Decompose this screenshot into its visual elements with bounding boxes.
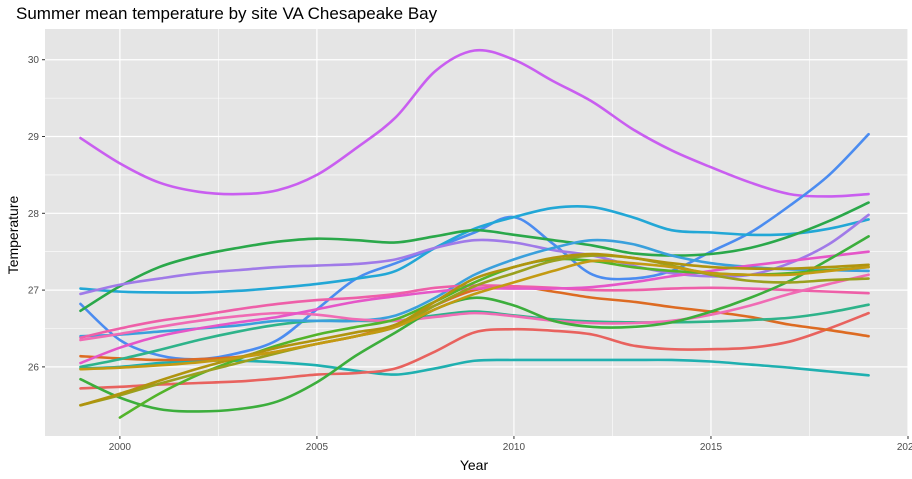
- series-line-9: [79, 303, 870, 369]
- x-tick-label: 2005: [306, 442, 329, 453]
- series-line-16: [79, 254, 870, 407]
- series-line-18: [79, 259, 870, 371]
- series-line-14: [79, 235, 870, 413]
- x-tick-label: 2015: [700, 442, 723, 453]
- y-axis-title: Temperature: [5, 195, 21, 274]
- x-tick-label: 2010: [503, 442, 526, 453]
- series-line-5: [79, 213, 870, 296]
- series-layer: [79, 48, 870, 419]
- y-tick-label: 28: [28, 209, 40, 220]
- tick-labels: 2000 2005 2010 2015 2020 26 27 28 29 30: [28, 55, 912, 453]
- series-line-4: [79, 201, 870, 313]
- y-tick-label: 29: [28, 132, 40, 143]
- y-tick-label: 26: [28, 362, 40, 373]
- x-axis-title: Year: [460, 457, 489, 473]
- x-tick-label: 2000: [109, 442, 132, 453]
- series-line-17: [79, 252, 870, 407]
- y-tick-label: 30: [28, 55, 40, 66]
- y-tick-label: 27: [28, 286, 40, 297]
- series-line-3: [79, 204, 870, 294]
- series-line-7: [79, 311, 870, 390]
- axis-ticks: [42, 59, 909, 439]
- series-line-8: [79, 284, 870, 362]
- x-tick-label: 2020: [897, 442, 912, 453]
- series-line-1: [79, 48, 870, 198]
- series-line-12: [79, 273, 870, 342]
- chart-title: Summer mean temperature by site VA Chesa…: [16, 4, 438, 23]
